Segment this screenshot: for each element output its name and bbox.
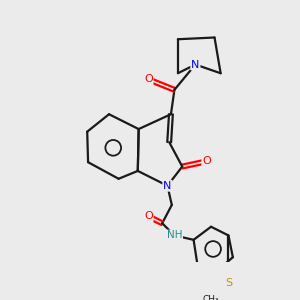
Text: CH₃: CH₃ bbox=[203, 296, 219, 300]
Text: N: N bbox=[191, 59, 200, 70]
Text: S: S bbox=[225, 278, 232, 288]
Text: O: O bbox=[144, 211, 153, 221]
Text: N: N bbox=[163, 181, 172, 191]
Text: NH: NH bbox=[167, 230, 182, 241]
Text: O: O bbox=[202, 156, 211, 166]
Text: O: O bbox=[144, 74, 153, 84]
